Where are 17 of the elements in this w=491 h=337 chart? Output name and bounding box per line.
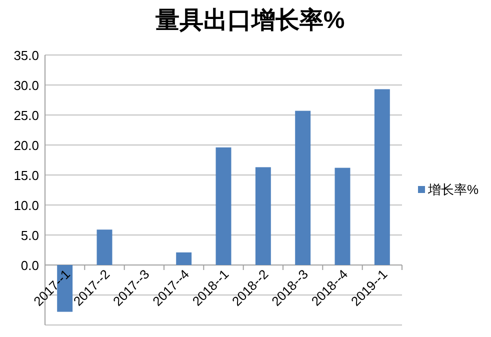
chart-title: 量具出口增长率%	[154, 7, 345, 34]
y-tick-label: 15.0	[14, 168, 39, 183]
bar	[96, 230, 112, 265]
y-tick-label: 30.0	[14, 78, 39, 93]
bar	[216, 147, 232, 265]
bar	[295, 110, 311, 265]
y-tick-label: 20.0	[14, 138, 39, 153]
y-tick-label: 35.0	[14, 48, 39, 63]
y-tick-label: 0.0	[20, 258, 39, 273]
legend-label: 增长率%	[427, 182, 479, 197]
y-tick-label: 5.0	[20, 228, 39, 243]
bar	[176, 252, 192, 265]
y-tick-label: 10.0	[14, 198, 39, 213]
bar	[334, 168, 350, 265]
bar	[255, 167, 271, 265]
y-tick-label: 25.0	[14, 108, 39, 123]
bar	[374, 89, 390, 265]
